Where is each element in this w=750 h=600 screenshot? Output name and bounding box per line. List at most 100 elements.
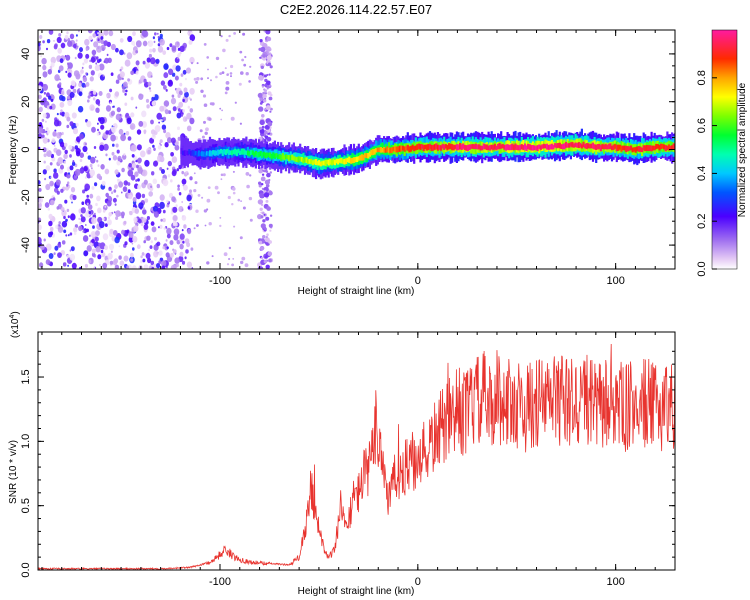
ridge-cell [316, 161, 319, 166]
noise-speckle [259, 207, 263, 211]
ridge-cell [509, 144, 512, 151]
noise-speckle [68, 172, 70, 175]
noise-speckle [268, 190, 273, 196]
noise-speckle [162, 246, 165, 250]
noise-speckle [61, 240, 66, 245]
ridge-cell [596, 144, 599, 150]
noise-speckle [89, 169, 95, 177]
noise-speckle [113, 258, 119, 264]
noise-speckle [110, 110, 116, 116]
noise-speckle [123, 153, 126, 156]
noise-speckle [161, 169, 165, 174]
noise-speckle [182, 98, 185, 103]
noise-speckle [263, 259, 268, 264]
ridge-cell [248, 151, 251, 157]
noise-speckle [73, 227, 78, 233]
noise-speckle [257, 214, 263, 220]
noise-speckle [268, 52, 272, 56]
noise-speckle [120, 66, 124, 70]
ridge-cell [485, 144, 489, 151]
noise-speckle [207, 77, 209, 80]
noise-speckle [147, 40, 154, 47]
noise-speckle [63, 215, 66, 220]
ridge-cell [634, 147, 637, 153]
ridge-cell [449, 143, 452, 150]
noise-speckle [152, 178, 158, 185]
ridge-cell [189, 150, 193, 156]
noise-speckle [175, 263, 179, 268]
noise-speckle [85, 53, 90, 59]
noise-speckle [144, 62, 150, 69]
noise-speckle [178, 192, 182, 196]
noise-speckle [103, 30, 109, 36]
noise-speckle [162, 50, 167, 55]
noise-speckle [81, 66, 84, 69]
noise-speckle [56, 190, 60, 195]
noise-speckle [53, 119, 60, 127]
noise-speckle [159, 105, 165, 112]
noise-speckle [230, 75, 232, 78]
ridge-cell [183, 150, 186, 156]
noise-speckle [172, 106, 177, 112]
ridge-cell [351, 157, 354, 164]
noise-speckle [71, 262, 77, 269]
ridge-cell [296, 157, 299, 163]
noise-speckle [163, 85, 167, 90]
noise-speckle [102, 233, 109, 241]
noise-speckle [265, 216, 270, 221]
noise-speckle [183, 184, 188, 191]
noise-speckle [122, 88, 126, 93]
noise-speckle [74, 56, 77, 60]
noise-speckle [50, 56, 56, 64]
noise-speckle [49, 226, 54, 232]
noise-speckle [118, 245, 121, 248]
noise-speckle [63, 229, 67, 234]
ridge-cell [227, 150, 231, 155]
ridge-cell [569, 142, 572, 147]
noise-speckle [46, 127, 49, 131]
noise-speckle [43, 238, 46, 242]
noise-speckle [142, 209, 147, 215]
noise-speckle [93, 212, 96, 216]
noise-speckle [95, 230, 100, 237]
noise-speckle [195, 80, 199, 84]
noise-speckle [223, 252, 228, 257]
ridge-cell [631, 147, 634, 153]
noise-speckle [45, 243, 52, 251]
noise-speckle [104, 223, 108, 228]
noise-speckle [133, 217, 138, 223]
noise-speckle [103, 143, 109, 151]
noise-speckle [232, 170, 235, 173]
noise-speckle [161, 124, 167, 130]
noise-speckle [110, 250, 113, 253]
ridge-cell [288, 155, 291, 162]
ridge-cell [515, 144, 519, 151]
ridge-cell [482, 143, 485, 150]
noise-speckle [118, 255, 122, 260]
ridge-cell [370, 149, 373, 156]
ridge-cell [479, 145, 482, 151]
noise-speckle [66, 124, 70, 129]
noise-speckle [167, 174, 171, 178]
ridge-cell [330, 160, 333, 166]
noise-speckle [268, 96, 273, 101]
noise-speckle [62, 262, 67, 267]
noise-speckle [179, 251, 184, 257]
noise-speckle [219, 107, 222, 110]
noise-speckle [150, 185, 153, 189]
ridge-cell [419, 144, 422, 151]
noise-speckle [75, 39, 78, 42]
noise-speckle [91, 252, 96, 257]
noise-speckle [156, 263, 161, 269]
noise-speckle [82, 62, 85, 66]
ridge-cell [291, 154, 294, 161]
ridge-cell [308, 159, 311, 164]
noise-speckle [59, 78, 61, 81]
noise-speckle [119, 113, 122, 116]
noise-speckle [94, 64, 101, 72]
noise-speckle [131, 162, 137, 169]
noise-speckle [137, 218, 142, 224]
noise-speckle [248, 80, 251, 83]
noise-speckle [144, 81, 149, 88]
noise-speckle [79, 167, 85, 174]
